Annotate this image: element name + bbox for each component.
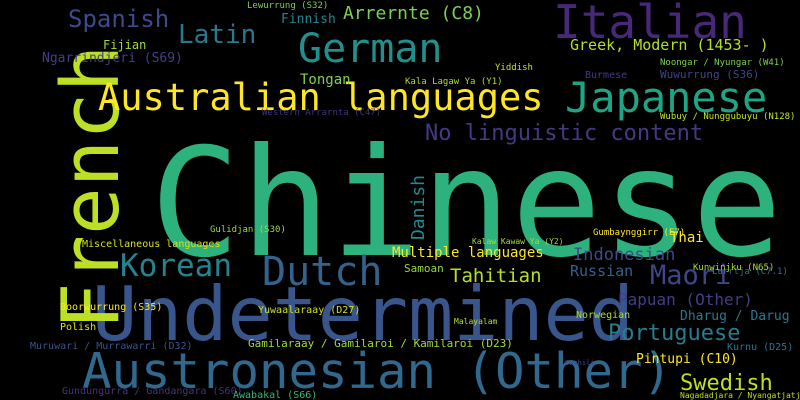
word: Boorwurrung (S35) bbox=[60, 302, 162, 313]
word: Undetermined bbox=[92, 270, 634, 358]
word: Yiddish bbox=[495, 63, 533, 73]
word: Kala Lagaw Ya (Y1) bbox=[405, 77, 503, 87]
word: Kunwinjku (N65) bbox=[693, 263, 774, 273]
word: Burmese bbox=[585, 70, 627, 81]
word: Pintupi (C10) bbox=[636, 352, 738, 367]
word: Gulidjan (S30) bbox=[210, 225, 286, 235]
word: Gamilaraay / Gamilaroi / Kamilaroi (D23) bbox=[248, 337, 513, 350]
word: Tongan bbox=[300, 72, 351, 88]
word: Western Arrarnta (C47) bbox=[262, 108, 381, 118]
word: Ngarrindjeri (S69) bbox=[42, 51, 183, 66]
word: Tahitian bbox=[450, 265, 542, 287]
word: Muruwari / Murrawarri (D32) bbox=[30, 341, 193, 352]
word: Dharug / Darug (S64) bbox=[680, 309, 800, 324]
word: Indonesian bbox=[573, 245, 675, 265]
word: Wubuy / Nunggubuyu (N128) bbox=[660, 112, 795, 122]
word: Russian bbox=[570, 262, 633, 280]
word: Finnish bbox=[281, 12, 336, 27]
word: Thai bbox=[670, 230, 704, 246]
word: Noongar / Nyungar (W41) bbox=[660, 58, 785, 68]
word: German bbox=[298, 26, 443, 72]
word: Portuguese bbox=[608, 321, 740, 346]
word: Australian languages bbox=[98, 76, 544, 119]
word: Norwegian bbox=[576, 310, 630, 321]
word: Chinese bbox=[150, 117, 782, 291]
word: Korean bbox=[120, 248, 232, 284]
word: French bbox=[45, 45, 137, 330]
word: Samoan bbox=[404, 262, 444, 275]
word: Gumbaynggirr (E7) bbox=[593, 228, 685, 238]
word: Kalaw Kawaw Ya (Y2) bbox=[472, 237, 564, 246]
word: Gundungurra / Gandangara (S60) bbox=[62, 386, 243, 397]
word: Nagadadjara / Nyangatjatjara (A17) bbox=[680, 391, 800, 400]
word: Swedish bbox=[680, 371, 773, 396]
word: Polish bbox=[60, 322, 96, 333]
word: Lewurrung (S32) bbox=[247, 1, 328, 11]
word: Japanese bbox=[565, 73, 767, 122]
word: No linguistic content bbox=[425, 121, 703, 146]
word: Greek, Modern (1453- ) bbox=[570, 36, 769, 54]
word: Italian bbox=[553, 0, 747, 49]
word: Arrernte (C8) bbox=[343, 3, 484, 24]
word: Swahili bbox=[565, 359, 595, 367]
word: Awabakal (S66) bbox=[233, 390, 317, 400]
word: Miscellaneous languages bbox=[82, 239, 220, 250]
word: Papuan (Other) bbox=[618, 290, 753, 309]
word: Dutch bbox=[262, 249, 382, 295]
word: Malayalam bbox=[454, 317, 498, 326]
word: Maori bbox=[650, 260, 731, 291]
word: Spanish bbox=[68, 5, 169, 33]
word: Wuwurrung (S36) bbox=[660, 68, 759, 81]
word: Yuwaalaraay (D27) bbox=[258, 305, 360, 316]
word: Kurnu (D25) bbox=[727, 342, 793, 353]
word: Latin bbox=[178, 20, 256, 50]
word: Danish bbox=[408, 175, 429, 240]
word: Fijian bbox=[103, 38, 146, 52]
word: Multiple languages bbox=[392, 245, 544, 261]
word: Austronesian (Other) bbox=[82, 343, 672, 400]
word: Lurrtja (C7.1) bbox=[712, 267, 788, 277]
